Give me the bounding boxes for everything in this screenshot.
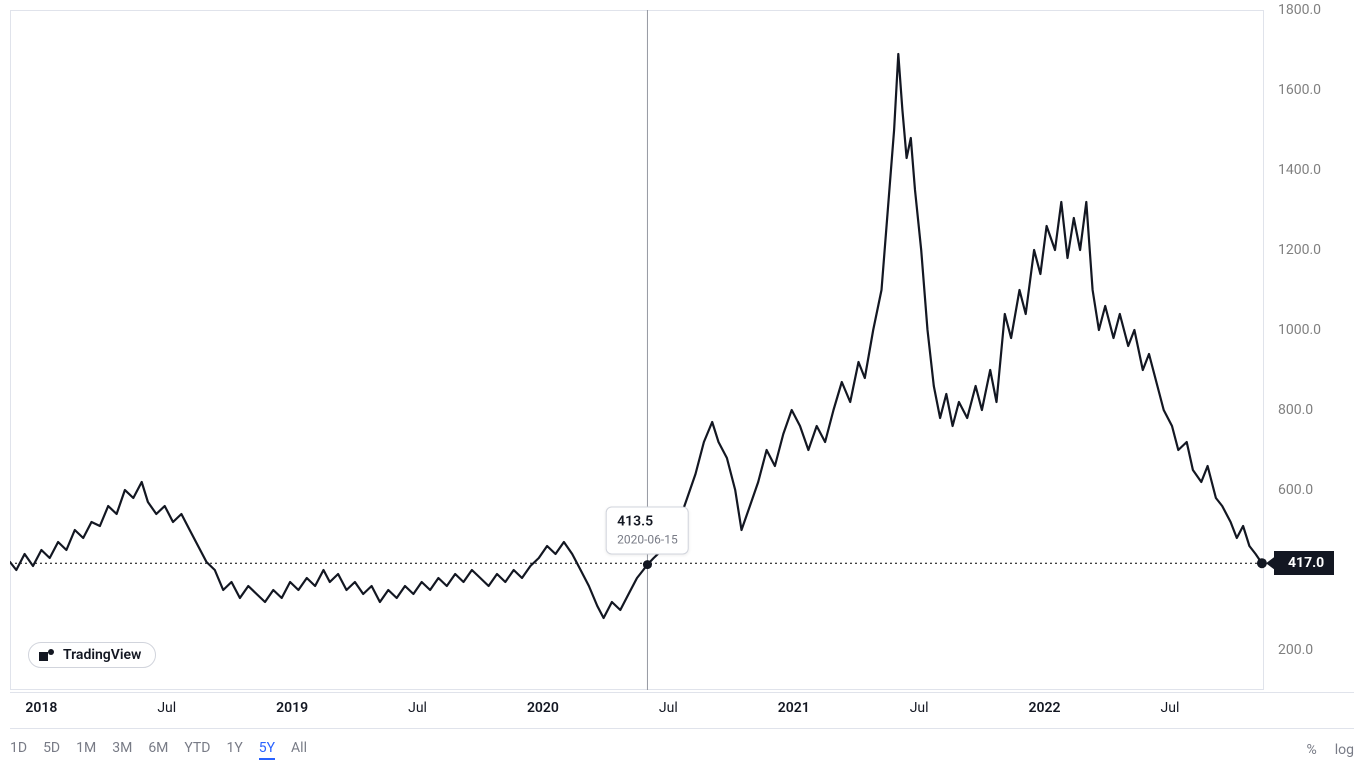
range-selector-bar: 1D 5D 1M 3M 6M YTD 1Y 5Y All % log (10, 740, 1354, 760)
tradingview-logo-icon (39, 649, 57, 661)
x-tick-label: Jul (659, 700, 678, 716)
y-tick-label: 200.0 (1278, 642, 1364, 658)
y-tick-label: 600.0 (1278, 482, 1364, 498)
range-6m[interactable]: 6M (148, 740, 168, 760)
scale-toggle-pct[interactable]: % (1306, 742, 1316, 758)
x-tick-label: Jul (157, 700, 176, 716)
crosshair-tooltip: 413.5 2020-06-15 (606, 506, 689, 555)
range-1m[interactable]: 1M (76, 740, 96, 760)
chart-widget: { "brand": { "name": "TradingView" }, "l… (0, 0, 1364, 776)
x-tick-label: 2022 (1029, 700, 1061, 716)
current-price-tag: 417.0 (1274, 551, 1334, 575)
x-tick-label: 2021 (778, 700, 810, 716)
x-tick-label: Jul (408, 700, 427, 716)
range-all[interactable]: All (291, 740, 307, 760)
y-tick-label: 1000.0 (1278, 322, 1364, 338)
range-5y[interactable]: 5Y (259, 740, 275, 760)
y-tick-label: 1600.0 (1278, 82, 1364, 98)
range-5d[interactable]: 5D (43, 740, 60, 760)
y-tick-label: 800.0 (1278, 402, 1364, 418)
price-chart[interactable] (0, 0, 1364, 776)
range-1d[interactable]: 1D (10, 740, 27, 760)
range-1y[interactable]: 1Y (226, 740, 242, 760)
tooltip-value: 413.5 (617, 513, 678, 531)
scale-toggle-log[interactable]: log (1335, 742, 1354, 758)
y-tick-label: 1400.0 (1278, 162, 1364, 178)
x-tick-label: 2018 (25, 700, 57, 716)
y-tick-label: 1200.0 (1278, 242, 1364, 258)
range-list: 1D 5D 1M 3M 6M YTD 1Y 5Y All (10, 740, 307, 760)
tradingview-watermark-badge[interactable]: TradingView (28, 642, 156, 668)
brand-label: TradingView (63, 647, 141, 663)
range-ytd[interactable]: YTD (184, 740, 210, 760)
x-tick-label: Jul (910, 700, 929, 716)
tooltip-date: 2020-06-15 (617, 533, 678, 548)
range-options-right: % log (1306, 742, 1354, 758)
range-separator (10, 728, 1354, 729)
axis-separator (10, 692, 1354, 693)
current-price-value: 417.0 (1288, 555, 1324, 571)
range-3m[interactable]: 3M (112, 740, 132, 760)
x-tick-label: Jul (1161, 700, 1180, 716)
x-tick-label: 2020 (527, 700, 559, 716)
x-tick-label: 2019 (276, 700, 308, 716)
y-tick-label: 1800.0 (1278, 2, 1364, 18)
